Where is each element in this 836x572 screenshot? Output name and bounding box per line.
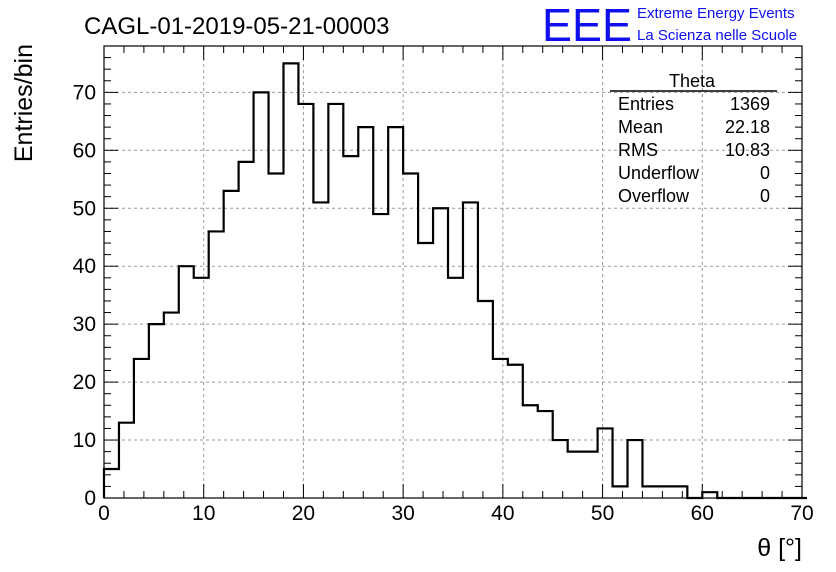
y-tick-label: 30 (73, 313, 96, 336)
stats-label-mean: Mean (618, 117, 663, 137)
x-tick-label: 60 (691, 502, 714, 525)
chart-title: CAGL-01-2019-05-21-00003 (84, 13, 390, 40)
stats-value-underflow: 0 (760, 163, 770, 183)
brand-line-1: Extreme Energy Events (637, 5, 795, 22)
stats-value-rms: 10.83 (725, 140, 770, 160)
y-tick-label: 40 (73, 255, 96, 278)
stats-label-underflow: Underflow (618, 163, 700, 183)
stats-value-overflow: 0 (760, 186, 770, 206)
stats-value-entries: 1369 (730, 94, 770, 114)
y-tick-label: 70 (73, 81, 96, 104)
stats-value-mean: 22.18 (725, 117, 770, 137)
stats-box: Theta Entries 1369 Mean 22.18 RMS 10.83 … (610, 71, 777, 206)
stats-label-entries: Entries (618, 94, 674, 114)
stats-label-overflow: Overflow (618, 186, 690, 206)
y-tick-label: 0 (84, 487, 96, 510)
x-tick-label: 10 (192, 502, 215, 525)
x-tick-label: 70 (790, 502, 813, 525)
x-tick-label: 40 (491, 502, 514, 525)
histogram-outline (102, 62, 807, 500)
y-tick-label: 20 (73, 371, 96, 394)
eee-logo: EEE (542, 0, 632, 51)
plot-frame (103, 45, 803, 499)
y-tick-label: 60 (73, 139, 96, 162)
x-tick-label: 50 (591, 502, 614, 525)
stats-title: Theta (669, 71, 716, 91)
y-tick-label: 10 (73, 429, 96, 452)
tick-labels: 0 10 20 30 40 50 60 70 0 10 20 30 40 50 60 70 (73, 81, 814, 525)
stats-label-rms: RMS (618, 140, 658, 160)
y-axis-label: Entries/bin (10, 44, 38, 162)
x-axis-label: θ [°] (757, 534, 802, 562)
grid-lines (104, 46, 802, 498)
x-tick-label: 30 (391, 502, 414, 525)
x-tick-label: 20 (292, 502, 315, 525)
brand-line-2: La Scienza nelle Scuole (637, 27, 797, 44)
y-tick-label: 50 (73, 197, 96, 220)
x-tick-label: 0 (98, 502, 110, 525)
